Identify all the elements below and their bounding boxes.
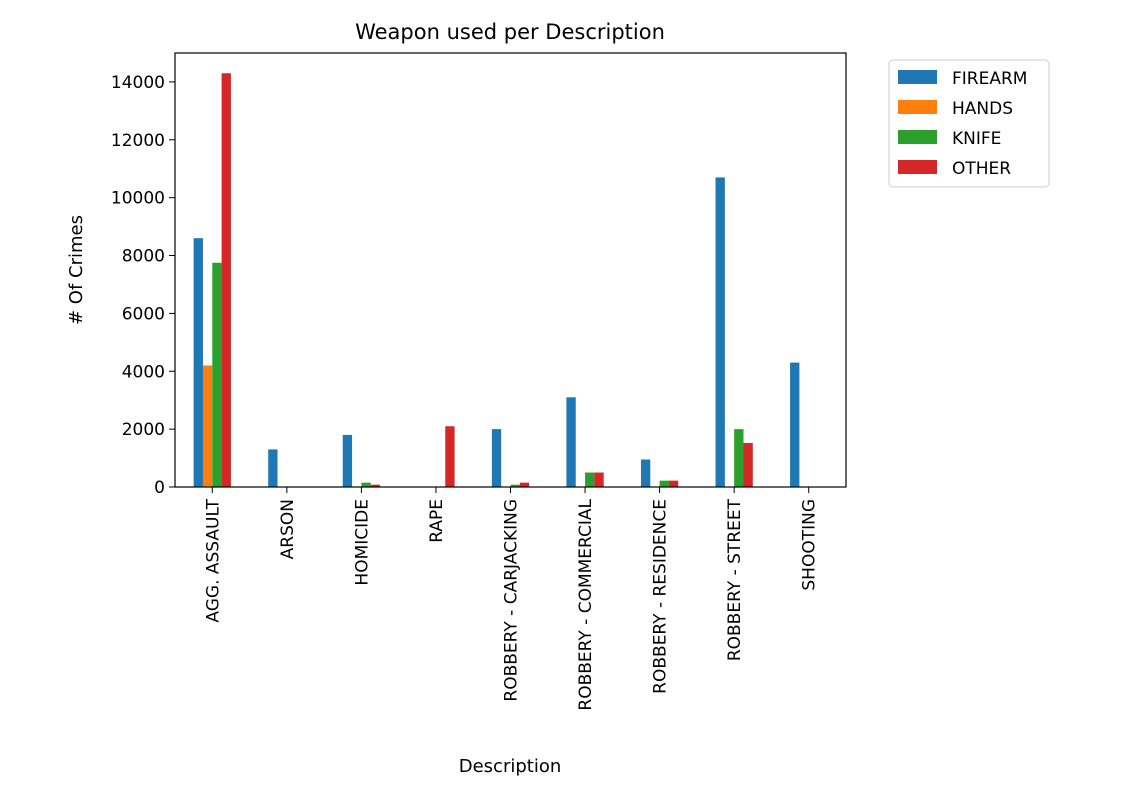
legend-swatch-knife — [898, 130, 937, 144]
bar-knife-robbery-carjacking — [510, 484, 520, 487]
bar-knife-homicide — [361, 482, 371, 487]
x-tick-label: ROBBERY - COMMERCIAL — [576, 498, 596, 710]
bar-knife-robbery-residence — [659, 480, 669, 487]
legend-label-other: OTHER — [952, 159, 1011, 179]
x-axis-title: Description — [459, 756, 562, 777]
y-axis-ticks: 0 2000 4000 6000 8000 10000 12000 14000 — [111, 73, 175, 498]
bar-other-robbery-carjacking — [519, 482, 530, 487]
bar-firearm-arson — [268, 449, 278, 487]
bar-firearm-agg-assault — [193, 238, 203, 487]
bar-other-robbery-residence — [668, 480, 679, 487]
x-tick-label: ARSON — [278, 499, 298, 559]
bar-other-agg-assault — [221, 73, 231, 488]
bars-group — [193, 73, 800, 488]
legend-swatch-hands — [898, 100, 937, 114]
y-tick-label: 10000 — [111, 189, 165, 209]
legend-frame — [888, 59, 1050, 188]
bar-knife-robbery-commercial — [585, 472, 595, 487]
y-tick-label: 6000 — [122, 304, 165, 324]
y-tick-label: 12000 — [111, 131, 165, 151]
plot-area-frame — [174, 52, 847, 488]
bar-other-rape — [445, 426, 455, 487]
bar-firearm-homicide — [342, 434, 353, 487]
legend-swatch-firearm — [898, 70, 937, 84]
bar-other-robbery-street — [743, 443, 753, 487]
x-tick-label: SHOOTING — [800, 499, 820, 591]
x-tick-label: ROBBERY - STREET — [725, 498, 745, 661]
y-tick-label: 2000 — [122, 420, 165, 440]
bar-other-robbery-commercial — [594, 472, 604, 487]
legend-label-knife: KNIFE — [952, 129, 1001, 149]
bar-firearm-robbery-residence — [640, 459, 651, 487]
legend-label-firearm: FIREARM — [952, 69, 1027, 89]
x-tick-label: AGG. ASSAULT — [203, 498, 223, 622]
x-tick-label: ROBBERY - RESIDENCE — [651, 499, 671, 694]
legend: FIREARM HANDS KNIFE OTHER — [888, 59, 1050, 188]
y-tick-label: 0 — [154, 478, 165, 498]
bar-other-homicide — [370, 484, 381, 487]
bar-firearm-robbery-commercial — [566, 397, 576, 487]
legend-label-hands: HANDS — [952, 99, 1013, 119]
bar-firearm-robbery-carjacking — [491, 429, 502, 487]
bar-knife-agg-assault — [212, 262, 222, 487]
y-tick-label: 8000 — [122, 247, 165, 267]
bar-knife-robbery-street — [734, 429, 744, 487]
y-tick-label: 4000 — [122, 362, 165, 382]
x-tick-label: RAPE — [427, 499, 447, 543]
chart-title: Weapon used per Description — [355, 20, 665, 44]
legend-swatch-other — [898, 160, 937, 174]
x-tick-label: ROBBERY - CARJACKING — [502, 499, 522, 702]
bar-firearm-shooting — [790, 362, 800, 487]
y-axis-title: # Of Crimes — [66, 215, 87, 325]
bar-hands-agg-assault — [202, 365, 213, 487]
y-tick-label: 14000 — [111, 73, 165, 93]
x-tick-label: HOMICIDE — [352, 499, 372, 586]
bar-firearm-robbery-street — [715, 177, 725, 487]
x-axis-ticks: AGG. ASSAULT ARSON HOMICIDE RAPE ROBBERY - C… — [203, 487, 820, 711]
